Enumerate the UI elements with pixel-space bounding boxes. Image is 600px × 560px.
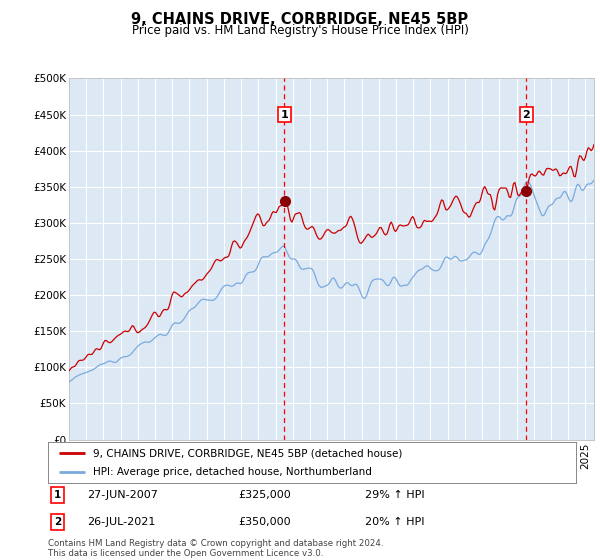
Text: 26-JUL-2021: 26-JUL-2021 xyxy=(88,517,156,527)
Text: HPI: Average price, detached house, Northumberland: HPI: Average price, detached house, Nort… xyxy=(93,467,372,477)
Text: 1: 1 xyxy=(280,110,288,119)
Text: Price paid vs. HM Land Registry's House Price Index (HPI): Price paid vs. HM Land Registry's House … xyxy=(131,24,469,36)
Text: 2: 2 xyxy=(54,517,61,527)
Text: £350,000: £350,000 xyxy=(238,517,291,527)
Text: 2: 2 xyxy=(523,110,530,119)
Text: 1: 1 xyxy=(54,490,61,500)
Text: 20% ↑ HPI: 20% ↑ HPI xyxy=(365,517,424,527)
Text: Contains HM Land Registry data © Crown copyright and database right 2024.
This d: Contains HM Land Registry data © Crown c… xyxy=(48,539,383,558)
Text: 9, CHAINS DRIVE, CORBRIDGE, NE45 5BP (detached house): 9, CHAINS DRIVE, CORBRIDGE, NE45 5BP (de… xyxy=(93,449,402,458)
Text: 9, CHAINS DRIVE, CORBRIDGE, NE45 5BP: 9, CHAINS DRIVE, CORBRIDGE, NE45 5BP xyxy=(131,12,469,27)
Text: 27-JUN-2007: 27-JUN-2007 xyxy=(88,490,158,500)
Text: £325,000: £325,000 xyxy=(238,490,291,500)
Text: 29% ↑ HPI: 29% ↑ HPI xyxy=(365,490,424,500)
